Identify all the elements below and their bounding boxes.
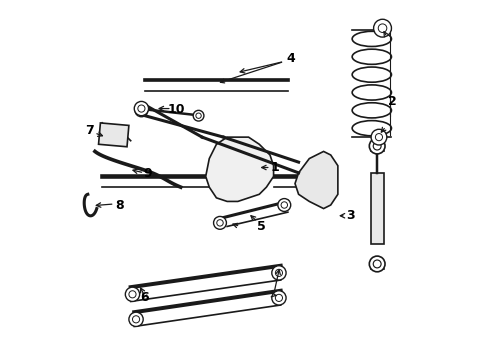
Circle shape [373, 260, 381, 268]
Text: 4: 4 [286, 52, 295, 65]
Text: 7: 7 [85, 124, 94, 137]
Circle shape [278, 199, 291, 211]
Text: 9: 9 [144, 167, 152, 180]
Circle shape [129, 312, 143, 327]
Text: 1: 1 [270, 161, 279, 174]
Circle shape [369, 256, 385, 272]
Circle shape [134, 102, 148, 116]
PathPatch shape [295, 152, 338, 208]
Circle shape [378, 24, 387, 32]
Circle shape [196, 113, 201, 118]
Circle shape [217, 220, 223, 226]
Circle shape [275, 269, 283, 276]
Circle shape [132, 316, 140, 323]
Circle shape [125, 287, 140, 301]
Text: 6: 6 [141, 291, 149, 305]
Circle shape [369, 138, 385, 154]
Circle shape [214, 216, 226, 229]
PathPatch shape [206, 137, 273, 202]
Circle shape [193, 111, 204, 121]
Circle shape [281, 202, 288, 208]
Circle shape [138, 105, 145, 112]
Circle shape [373, 142, 381, 150]
Text: 8: 8 [115, 199, 123, 212]
Text: 5: 5 [257, 220, 266, 233]
Circle shape [375, 134, 383, 141]
Text: 3: 3 [346, 209, 355, 222]
Text: 10: 10 [168, 103, 185, 116]
Circle shape [272, 291, 286, 305]
Circle shape [135, 104, 148, 117]
Circle shape [138, 107, 145, 113]
Circle shape [272, 266, 286, 280]
Circle shape [129, 291, 136, 298]
Circle shape [371, 129, 387, 145]
Circle shape [275, 294, 283, 301]
Circle shape [373, 19, 392, 37]
Bar [98, 123, 129, 147]
FancyBboxPatch shape [371, 173, 384, 244]
Text: 2: 2 [388, 95, 396, 108]
